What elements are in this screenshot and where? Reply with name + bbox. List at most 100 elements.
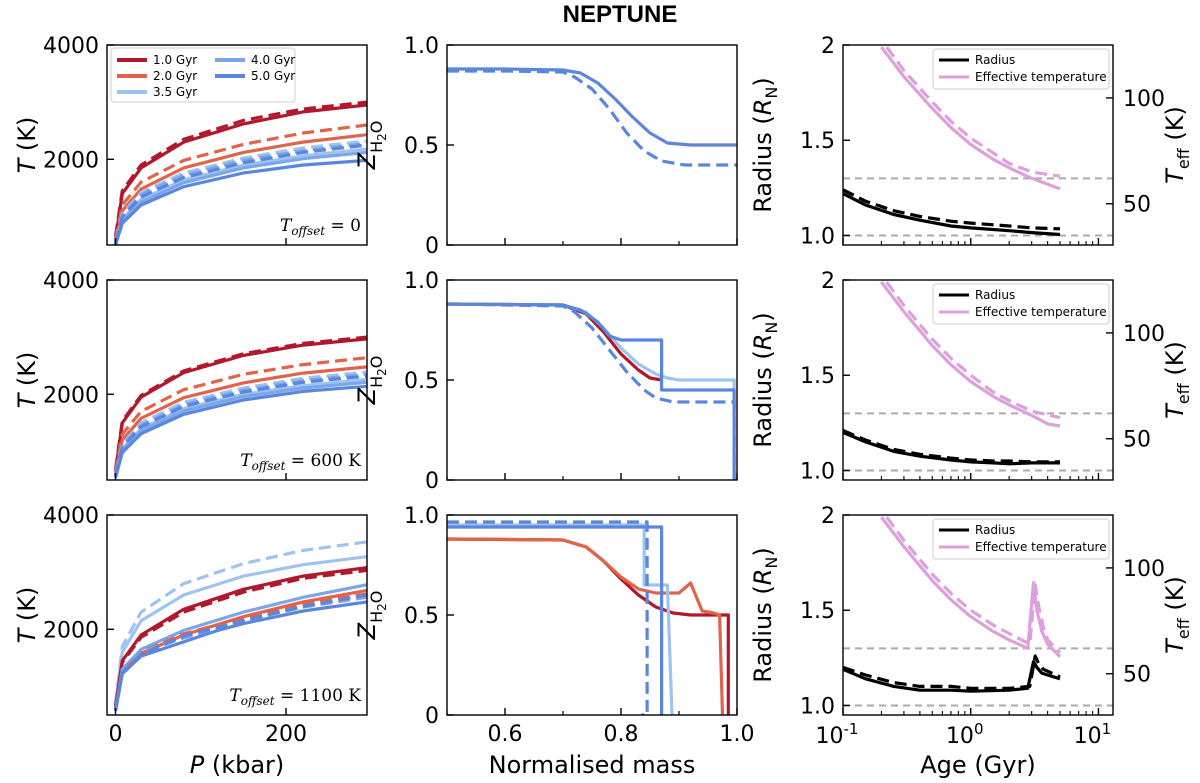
legend-label-radius: Radius xyxy=(975,53,1015,67)
series-5-0-gyr-solid xyxy=(113,158,367,245)
x-tick-label: 100 xyxy=(946,720,984,749)
x-tick-label: 0.6 xyxy=(488,722,523,747)
series-2-0-gyr-dashed xyxy=(113,123,367,240)
panel-t_profile_0: 2000 4000 T (K) Toffset = 0 1.0 Gyr 2.0 Gyr 3.… xyxy=(13,34,368,246)
series-radius-dashed xyxy=(843,188,1061,231)
legend-label-effective-temperature: Effective temperature xyxy=(975,540,1107,554)
y2-tick-label: 100 xyxy=(1123,87,1165,112)
series-4-0-gyr-dashed xyxy=(113,372,367,476)
legend: Radius Effective temperature xyxy=(932,518,1110,560)
series-3-5-gyr-solid xyxy=(447,302,736,480)
legend-label-5-0-gyr: 5.0 Gyr xyxy=(251,69,295,83)
x-tick-label: 10-1 xyxy=(816,720,859,749)
legend-label-radius: Radius xyxy=(975,288,1015,302)
y-tick-label: 0 xyxy=(425,704,439,729)
y-axis-label: ZH2O xyxy=(353,356,389,406)
series-effective-temperature-solid xyxy=(880,516,1062,658)
y-tick-label: 0.5 xyxy=(404,604,439,629)
y-axis-label: Radius (RN) xyxy=(749,547,781,683)
y-tick-label: 0.5 xyxy=(404,134,439,159)
x-axis-label: P (kbar) xyxy=(190,751,285,779)
y-axis-label: T (K) xyxy=(13,117,41,174)
y-tick-label: 2000 xyxy=(43,383,99,408)
legend-box xyxy=(932,518,1110,560)
x-axis-label: Normalised mass xyxy=(489,751,696,779)
y-tick-label: 2 xyxy=(821,269,835,294)
y2-tick-label: 100 xyxy=(1123,322,1165,347)
series-group xyxy=(843,281,1061,466)
legend-label-1-0-gyr: 1.0 Gyr xyxy=(153,53,197,67)
y-tick-label: 4000 xyxy=(43,34,99,59)
series-5-0-gyr-dashed xyxy=(447,520,649,715)
axes-frame xyxy=(106,514,368,716)
series-5-0-gyr-dashed xyxy=(447,69,737,167)
series-group xyxy=(447,520,730,715)
y-axis-label: T (K) xyxy=(13,352,41,409)
y2-tick-label: 100 xyxy=(1123,557,1165,582)
y2-axis-label: Teff (K) xyxy=(1161,341,1193,419)
series-5-0-gyr-dashed xyxy=(113,374,367,476)
series-1-0-gyr-solid xyxy=(447,537,730,715)
y-tick-label: 1.5 xyxy=(800,129,835,154)
y-axis-label: T (K) xyxy=(13,587,41,644)
axes-frame xyxy=(842,44,1114,246)
series-group xyxy=(113,100,367,245)
legend-box xyxy=(932,283,1110,325)
series-3-5-gyr-solid xyxy=(447,523,674,715)
y-tick-label: 0.5 xyxy=(404,369,439,394)
series-1-0-gyr-solid xyxy=(447,302,662,382)
series-group xyxy=(447,302,736,480)
x-tick-label: 200 xyxy=(265,722,307,747)
series-1-0-gyr-dashed xyxy=(113,568,367,708)
series-group xyxy=(843,46,1061,237)
y-tick-label: 0 xyxy=(425,469,439,494)
y-tick-label: 1.0 xyxy=(800,694,835,719)
y2-tick-label: 50 xyxy=(1123,428,1151,453)
series-effective-temperature-solid xyxy=(880,46,1061,191)
legend-label-radius: Radius xyxy=(975,523,1015,537)
axes-frame xyxy=(106,44,368,246)
y2-axis-label: Teff (K) xyxy=(1161,106,1193,184)
y2-axis-label: Teff (K) xyxy=(1161,576,1193,654)
series-5-0-gyr-dashed xyxy=(113,143,367,244)
panel-z_profile_600: 0 0.5 1.0 ZH2O xyxy=(353,269,738,494)
y-tick-label: 1.0 xyxy=(404,504,439,529)
panel-t_profile_1100: 2000 4000 0 200 T (K) P (kbar) Toffset = 1100 … xyxy=(13,504,368,779)
y-tick-label: 1.5 xyxy=(800,364,835,389)
panel-z_profile_1100: 0 0.5 1.0 0.6 0.8 1.0 ZH2O Normalised mass xyxy=(353,504,755,779)
x-tick-label: 0.8 xyxy=(604,722,639,747)
panel-z_profile_0: 0 0.5 1.0 ZH2O xyxy=(353,34,738,259)
series-5-0-gyr-dashed xyxy=(447,302,736,480)
series-5-0-gyr-solid xyxy=(447,67,737,147)
series-radius-dashed xyxy=(843,429,1060,464)
y-tick-label: 1.0 xyxy=(800,224,835,249)
series-group xyxy=(113,335,367,479)
y2-tick-label: 50 xyxy=(1123,663,1151,688)
legend-label-2-0-gyr: 2.0 Gyr xyxy=(153,69,197,83)
x-tick-label: 0 xyxy=(109,722,123,747)
series-effective-temperature-solid xyxy=(880,281,1061,428)
y-tick-label: 2 xyxy=(821,34,835,59)
axes-frame xyxy=(842,279,1114,481)
y-tick-label: 2000 xyxy=(43,148,99,173)
series-radius-solid xyxy=(843,430,1060,466)
y-tick-label: 1.5 xyxy=(800,599,835,624)
figure-title: NEPTUNE xyxy=(563,1,678,28)
series-2-0-gyr-dashed xyxy=(113,356,367,473)
series-5-0-gyr-solid xyxy=(447,525,664,715)
series-effective-temperature-dashed xyxy=(885,46,1061,178)
x-tick-label: 101 xyxy=(1074,720,1112,749)
axes-frame xyxy=(842,514,1114,716)
legend: Radius Effective temperature xyxy=(932,48,1110,90)
series-radius-dashed xyxy=(843,654,1061,690)
series-1-0-gyr-dashed xyxy=(113,100,367,237)
y-axis-label: ZH2O xyxy=(353,591,389,641)
series-5-0-gyr-dashed xyxy=(113,593,367,711)
series-1-0-gyr-dashed xyxy=(113,335,367,470)
series-effective-temperature-dashed xyxy=(885,516,1062,654)
offset-annotation: Toffset = 600 K xyxy=(240,451,361,473)
y-tick-label: 2000 xyxy=(43,618,99,643)
